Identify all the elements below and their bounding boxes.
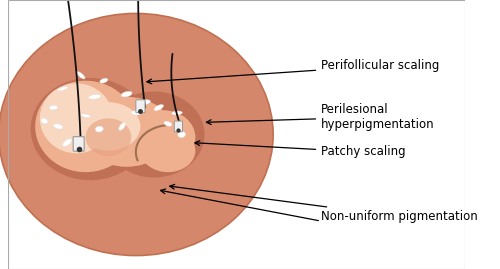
Ellipse shape (49, 105, 58, 110)
Ellipse shape (104, 91, 204, 178)
Ellipse shape (0, 13, 273, 256)
Ellipse shape (132, 110, 196, 164)
Ellipse shape (40, 83, 113, 153)
Ellipse shape (100, 78, 108, 83)
Text: Non-uniform pigmentation: Non-uniform pigmentation (170, 185, 478, 223)
Ellipse shape (164, 121, 172, 126)
Ellipse shape (67, 94, 168, 169)
Ellipse shape (88, 94, 101, 99)
Text: Patchy scaling: Patchy scaling (195, 141, 406, 158)
Ellipse shape (140, 100, 150, 105)
Ellipse shape (30, 78, 150, 180)
Ellipse shape (132, 111, 140, 115)
FancyBboxPatch shape (73, 137, 84, 151)
Ellipse shape (35, 81, 136, 172)
Ellipse shape (76, 102, 140, 151)
Ellipse shape (62, 139, 72, 146)
Ellipse shape (54, 124, 63, 129)
Ellipse shape (41, 118, 48, 124)
Ellipse shape (58, 87, 68, 91)
Text: Perilesional
hyperpigmentation: Perilesional hyperpigmentation (206, 103, 435, 131)
Ellipse shape (172, 111, 182, 115)
Ellipse shape (77, 72, 85, 79)
Ellipse shape (81, 97, 172, 167)
Ellipse shape (178, 131, 186, 138)
Ellipse shape (140, 129, 196, 172)
Text: Perifollicular scaling: Perifollicular scaling (147, 59, 440, 84)
Ellipse shape (119, 122, 126, 130)
FancyBboxPatch shape (136, 100, 145, 113)
Ellipse shape (154, 105, 164, 111)
FancyBboxPatch shape (174, 121, 182, 132)
Ellipse shape (96, 126, 104, 132)
Ellipse shape (86, 118, 132, 156)
Ellipse shape (80, 114, 90, 117)
Ellipse shape (122, 91, 132, 97)
